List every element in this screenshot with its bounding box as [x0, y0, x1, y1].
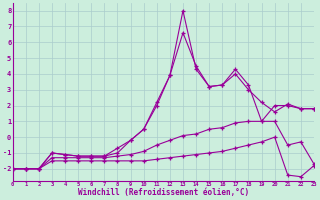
X-axis label: Windchill (Refroidissement éolien,°C): Windchill (Refroidissement éolien,°C) [78, 188, 249, 197]
